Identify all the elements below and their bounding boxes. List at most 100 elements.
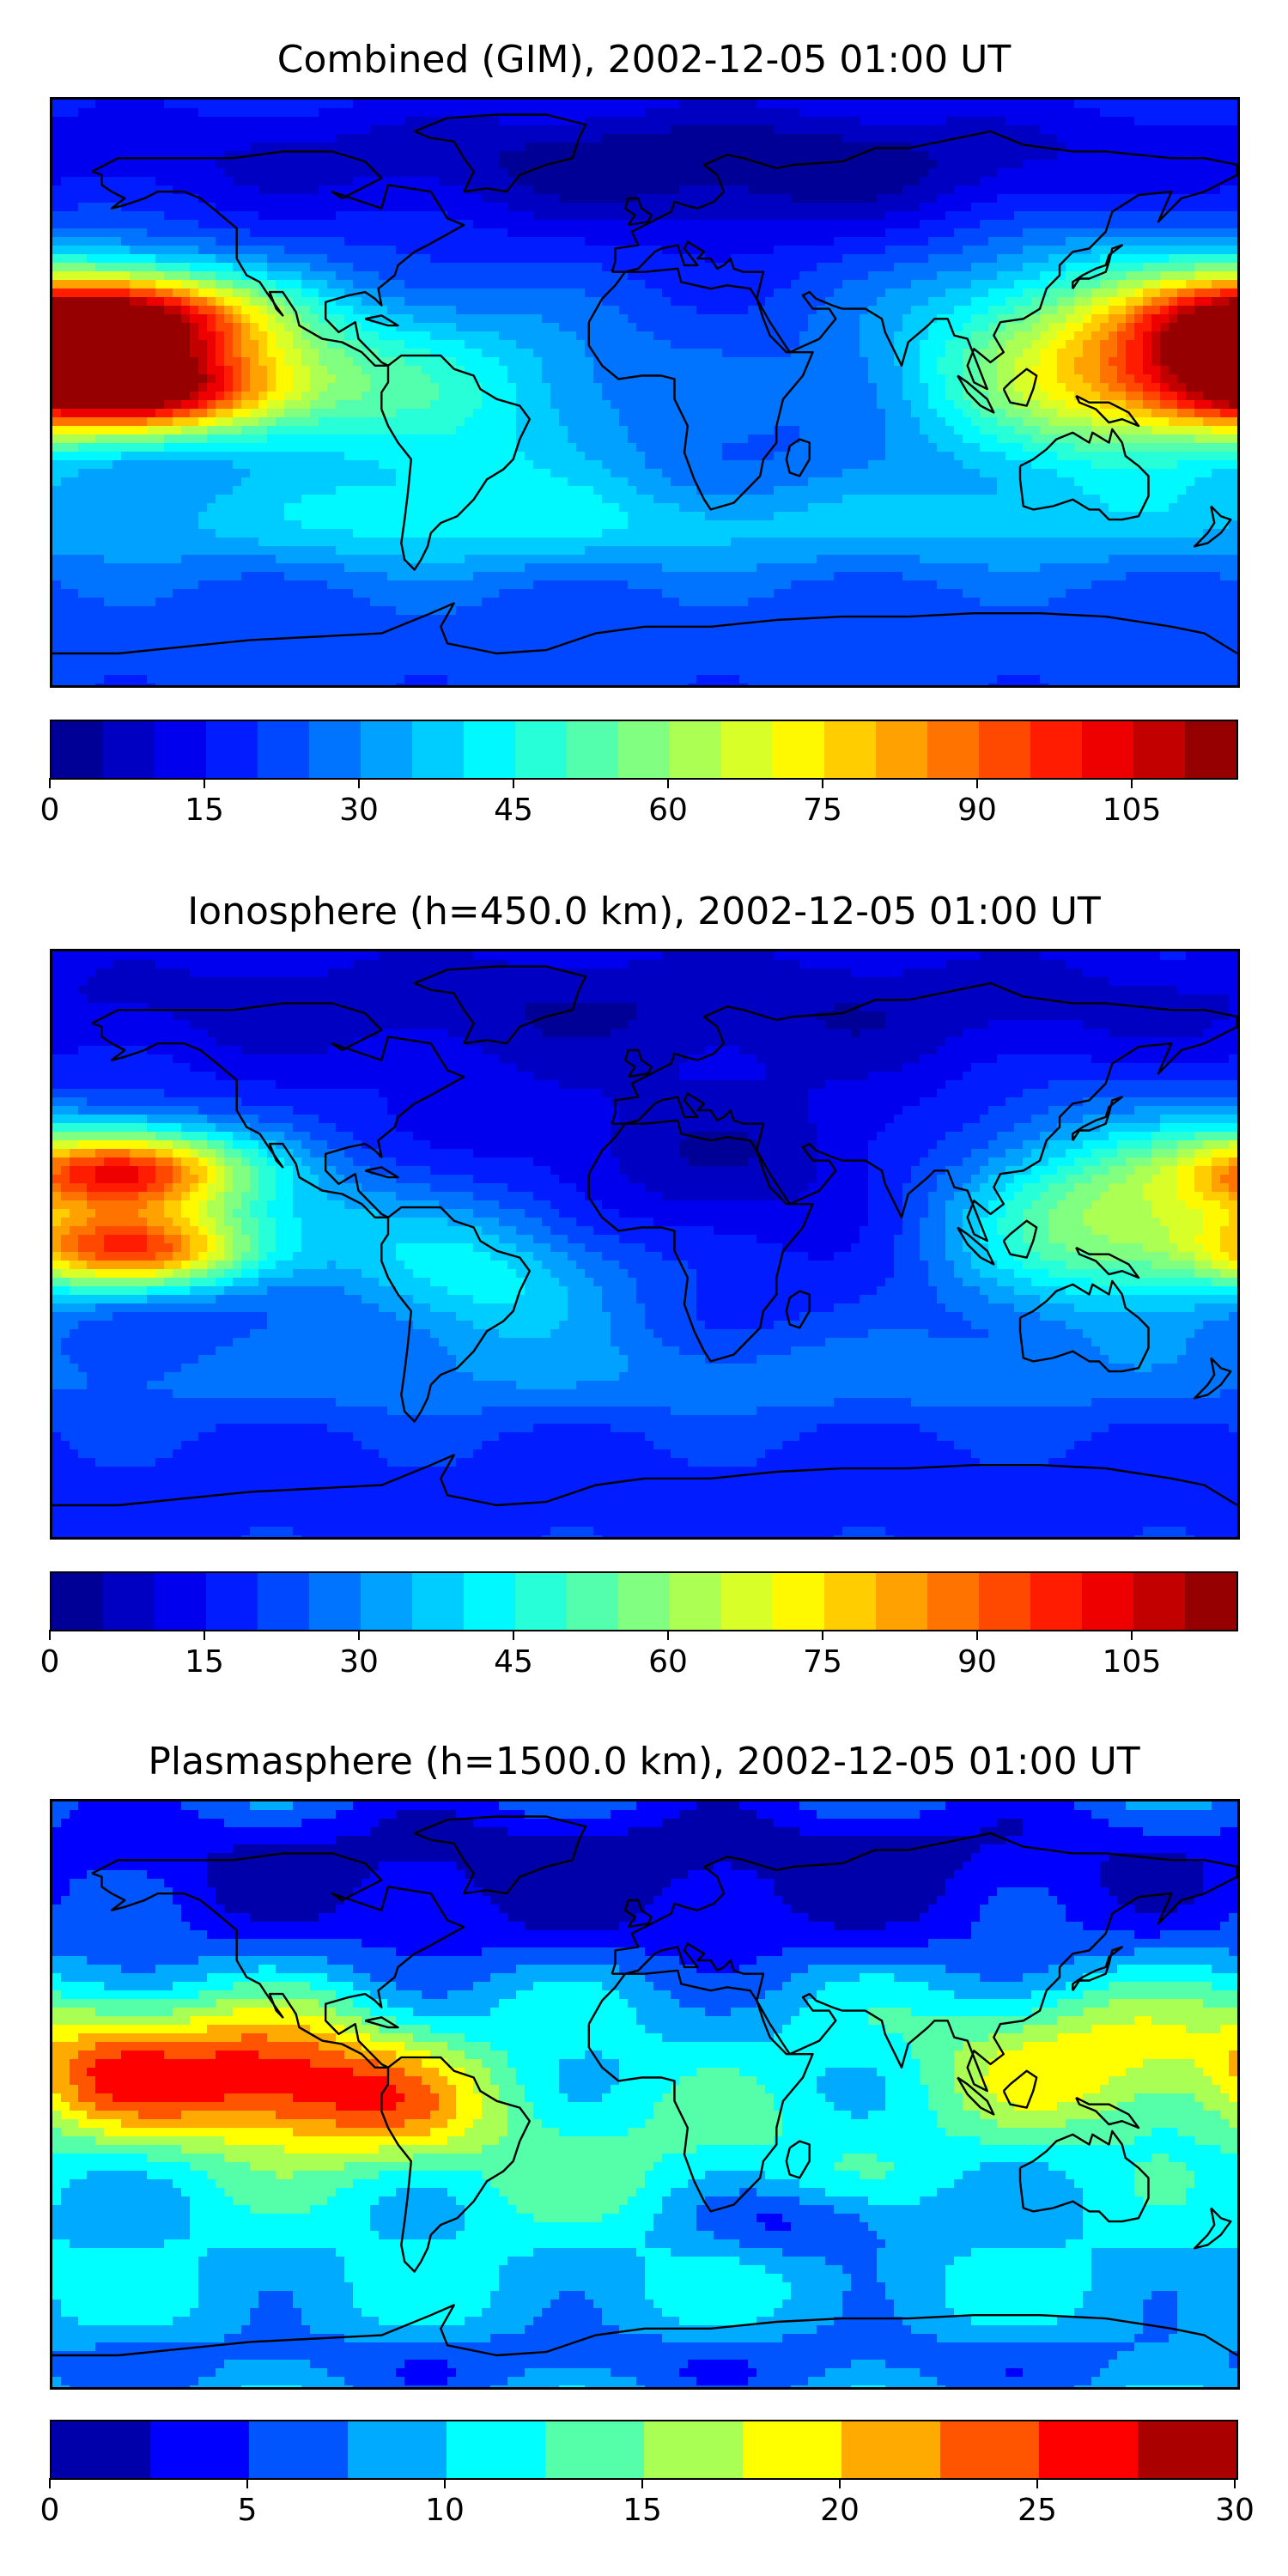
heatmap-cell	[1229, 306, 1237, 315]
heatmap-cell	[1229, 254, 1237, 264]
heatmap-cell	[722, 143, 732, 152]
heatmap-cell	[1186, 366, 1195, 375]
heatmap-cell	[937, 134, 946, 143]
heatmap-cell	[353, 271, 362, 281]
heatmap-cell	[791, 211, 800, 221]
heatmap-cell	[1083, 237, 1092, 246]
heatmap-cell	[422, 228, 431, 238]
heatmap-cell	[112, 237, 122, 246]
heatmap-cell	[507, 254, 517, 264]
heatmap-cell	[482, 392, 491, 401]
heatmap-cell	[525, 194, 534, 204]
heatmap-cell	[413, 211, 422, 221]
heatmap-cell	[525, 383, 534, 392]
heatmap-cell	[1100, 271, 1109, 281]
heatmap-cell	[1005, 383, 1015, 392]
heatmap-cell	[963, 160, 972, 169]
heatmap-cell	[258, 366, 268, 375]
heatmap-cell	[293, 160, 302, 169]
heatmap-cell	[1186, 340, 1195, 349]
heatmap-cell	[1057, 374, 1066, 384]
heatmap-cell	[473, 194, 483, 204]
heatmap-cell	[430, 340, 440, 349]
heatmap-cell	[361, 323, 371, 332]
heatmap-cell	[1023, 194, 1032, 204]
heatmap-cell	[928, 383, 938, 392]
heatmap-cell	[1057, 168, 1066, 178]
heatmap-cell	[336, 254, 345, 264]
heatmap-cell	[825, 349, 835, 358]
heatmap-cell	[276, 263, 285, 272]
heatmap-cell	[1143, 289, 1152, 298]
heatmap-cell	[70, 134, 79, 143]
heatmap-cell	[782, 297, 792, 307]
heatmap-cell	[679, 306, 689, 315]
heatmap-cell	[902, 177, 912, 186]
heatmap-cell	[95, 306, 105, 315]
heatmap-cell	[1066, 134, 1075, 143]
heatmap-cell	[1091, 194, 1101, 204]
heatmap-cell	[1194, 211, 1204, 221]
heatmap-cell	[774, 185, 783, 195]
heatmap-cell	[937, 143, 946, 152]
heatmap-cell	[928, 151, 938, 161]
heatmap-cell	[138, 220, 148, 229]
heatmap-cell	[980, 246, 989, 255]
heatmap-cell	[920, 151, 929, 161]
heatmap-cell	[173, 357, 182, 367]
heatmap-cell	[834, 108, 843, 118]
heatmap-cell	[52, 392, 62, 401]
heatmap-cell	[439, 100, 448, 109]
heatmap-cell	[1143, 143, 1152, 152]
heatmap-cell	[954, 280, 963, 289]
heatmap-cell	[164, 160, 173, 169]
heatmap-cell	[611, 237, 620, 246]
heatmap-cell	[507, 151, 517, 161]
heatmap-cell	[258, 323, 268, 332]
heatmap-cell	[499, 357, 508, 367]
heatmap-cell	[104, 237, 113, 246]
heatmap-cell	[808, 220, 817, 229]
heatmap-cell	[216, 134, 225, 143]
heatmap-cell	[1074, 254, 1084, 264]
heatmap-cell	[1169, 349, 1178, 358]
heatmap-cell	[396, 108, 405, 118]
heatmap-cell	[542, 392, 551, 401]
heatmap-cell	[104, 134, 113, 143]
heatmap-cell	[241, 168, 251, 178]
heatmap-cell	[885, 117, 895, 126]
heatmap-cell	[1005, 374, 1015, 384]
heatmap-cell	[782, 280, 792, 289]
heatmap-cell	[963, 289, 972, 298]
heatmap-cell	[1143, 160, 1152, 169]
heatmap-cell	[731, 280, 740, 289]
heatmap-cell	[782, 220, 792, 229]
heatmap-cell	[1023, 349, 1032, 358]
heatmap-cell	[361, 331, 371, 341]
heatmap-cell	[1005, 297, 1015, 307]
heatmap-cell	[104, 331, 113, 341]
heatmap-cell	[1048, 220, 1058, 229]
heatmap-cell	[473, 177, 483, 186]
heatmap-cell	[155, 400, 165, 410]
heatmap-cell	[370, 246, 380, 255]
heatmap-cell	[430, 100, 440, 109]
heatmap-cell	[1031, 100, 1041, 109]
heatmap-cell	[1109, 306, 1118, 315]
heatmap-cell	[756, 246, 766, 255]
heatmap-cell	[353, 340, 362, 349]
heatmap-cell	[447, 323, 457, 332]
heatmap-cell	[456, 400, 465, 410]
heatmap-cell	[774, 246, 783, 255]
heatmap-cell	[679, 357, 689, 367]
heatmap-cell	[585, 177, 594, 186]
heatmap-cell	[387, 125, 397, 135]
heatmap-cell	[585, 194, 594, 204]
heatmap-cell	[1134, 143, 1144, 152]
heatmap-cell	[181, 357, 191, 367]
heatmap-cell	[207, 349, 216, 358]
heatmap-cell	[370, 263, 380, 272]
heatmap-cell	[860, 349, 869, 358]
heatmap-cell	[902, 211, 912, 221]
heatmap-cell	[121, 392, 131, 401]
